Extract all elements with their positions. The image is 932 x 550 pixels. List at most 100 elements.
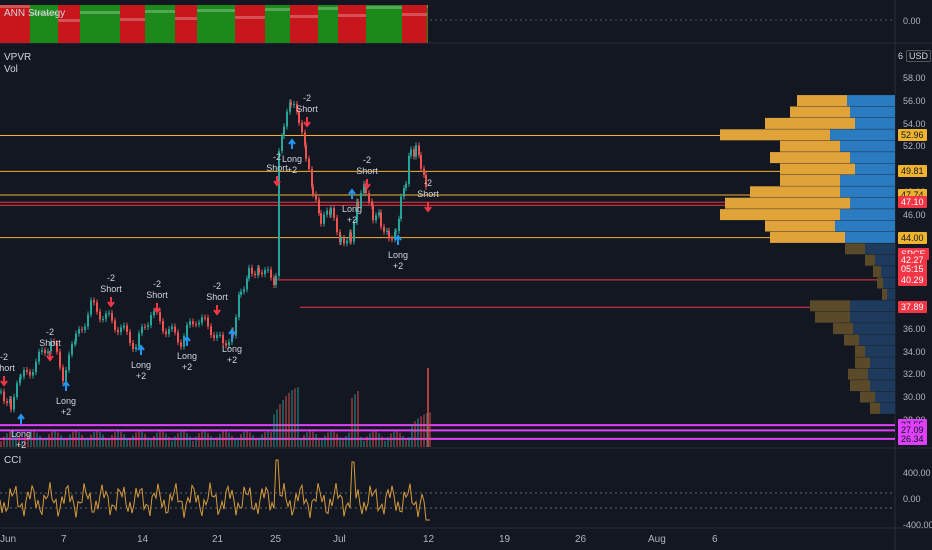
price-axis-tick: 46.00 [903,209,926,220]
vpvr-down-bar [880,402,895,414]
cci-label[interactable]: CCI [4,455,22,466]
candle-body [413,149,415,157]
currency-badge[interactable]: USD [906,50,932,62]
candle-body [296,104,298,112]
price-tag[interactable]: 47.10 [898,196,927,209]
price-tag[interactable]: 26.34 [898,432,927,445]
price-tag[interactable]: 52.96 [898,129,927,142]
candle-body [222,334,224,344]
volume-bar [285,396,287,447]
volume-bar [294,388,296,447]
volume-bar [27,433,29,447]
volume-bar [126,438,128,447]
volume-bar [384,440,386,447]
vpvr-down-bar [845,231,895,243]
price-tag[interactable]: 49.81 [898,165,927,178]
price-tag[interactable]: 37.89 [898,301,927,314]
price-tag[interactable]: 44.00 [898,231,927,244]
volume-bar [69,434,71,447]
volume-bar [213,440,215,447]
short-signal-label: -2 Short [100,273,122,294]
candle-body [403,188,405,197]
candle-body [238,294,240,318]
price-axis-tick: 54.00 [903,118,926,129]
candle-body [35,361,37,373]
candle-body [26,369,28,372]
short-arrow-icon [303,117,311,128]
candle-body [59,351,61,368]
volume-bar [324,435,326,447]
volume-bar [186,433,188,447]
price-tag[interactable]: 05:15 [898,262,927,275]
candle-body [298,111,300,123]
volume-bar [399,432,401,447]
vpvr-up-bar [765,117,855,129]
vpvr-up-bar [790,106,850,118]
volume-bar [135,432,137,447]
long-signal-label: Long +2 [387,250,409,271]
candle-body [141,326,143,334]
short-signal-label: -2 Short [296,93,318,114]
volume-bar [207,432,209,447]
strategy-block [290,5,318,43]
strategy-overlay [120,18,145,21]
candle-body [123,325,125,328]
volume-bar [339,437,341,447]
short-signal-label: -2 Short [0,352,15,373]
long-arrow-icon [183,335,191,346]
candle-body [129,331,131,343]
volume-bar [423,414,425,447]
vpvr-down-bar [840,140,895,152]
short-signal-label: -2 Short [206,281,228,302]
short-arrow-icon [107,297,115,308]
long-signal-label: Long +2 [341,204,363,225]
vpvr-down-bar [875,254,895,266]
candle-body [333,208,335,218]
volume-bar [180,431,182,447]
candle-body [264,269,266,275]
volume-bar [45,437,47,447]
candle-body [365,183,367,194]
vpvr-down-bar [870,357,895,369]
vpvr-down-bar [855,163,895,175]
scale-suffix: 6 [898,51,904,61]
price-tag[interactable]: 40.29 [898,273,927,286]
volume-bar [297,387,299,447]
candle-body [41,350,43,352]
volume-label[interactable]: Vol [4,64,18,75]
vpvr-label[interactable]: VPVR [4,52,32,63]
candle-body [330,208,332,215]
candle-body [20,376,22,378]
strategy-block [0,5,30,43]
price-axis-tick: 52.00 [903,141,926,152]
long-signal-label: Long +2 [176,351,198,372]
volume-bar [114,432,116,447]
volume-bar [360,436,362,447]
candle-body [368,193,370,202]
volume-bar [75,431,77,447]
volume-bar [333,431,335,447]
volume-bar [357,391,359,447]
volume-bar [411,423,413,447]
candle-body [32,372,34,376]
candle-body [213,335,215,339]
strategy-block [265,5,290,43]
candle-body [29,371,31,376]
candle-body [159,311,161,322]
volume-bar [237,437,239,447]
candle-body [360,193,362,208]
volume-bar [366,436,368,447]
volume-bar [258,438,260,447]
volume-bar [30,431,32,447]
time-axis-tick: Jun [0,534,17,545]
volume-bar [261,434,263,447]
price-axis-tick: 34.00 [903,346,926,357]
volume-bar [231,435,233,447]
candle-body [93,300,95,303]
volume-bar [201,431,203,447]
strategy-overlay [265,8,290,11]
candle-body [198,322,200,325]
volume-bar [138,431,140,447]
candle-body [371,201,373,207]
